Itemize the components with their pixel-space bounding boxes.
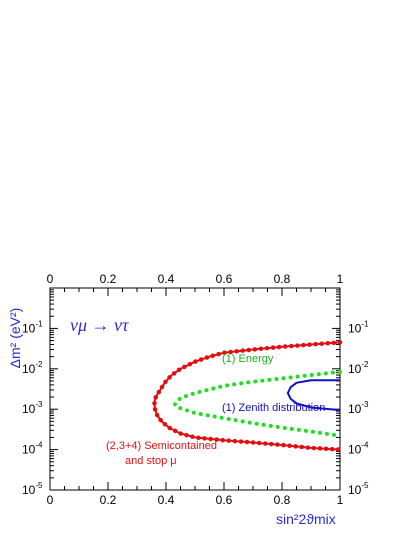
x-tick-label-top: 0.6 [216, 272, 233, 286]
x-tick-label: 0 [47, 493, 54, 507]
semicontained-curve-label-1: (2,3+4) Semicontained [106, 440, 217, 452]
semicontained-curve-label-2: and stop μ [125, 455, 177, 467]
axis-ticks [49, 288, 341, 491]
tick-labels: 0 0 0.2 0.2 0.4 0.4 0.6 0.6 0.8 0.8 1 1 10-5 10-5 10-4… [22, 272, 369, 507]
semicontained-curve-markers [152, 340, 343, 452]
x-tick-label: 0.6 [216, 493, 233, 507]
energy-curve [171, 369, 342, 438]
x-tick-label-top: 0.4 [158, 272, 175, 286]
y-tick-label: 10-5 [22, 481, 43, 497]
y-tick-label-right: 10-1 [348, 319, 369, 335]
zenith-curve-label: (1) Zenith distribution [222, 402, 325, 414]
y-tick-label: 10-2 [22, 360, 43, 376]
y-tick-label-right: 10-2 [348, 360, 369, 376]
x-axis-title: sin²2ϑmix [276, 511, 336, 527]
exclusion-curves [152, 340, 343, 452]
annotations: νμ → ντ (1) Energy (1) Zenith distributi… [70, 315, 325, 467]
y-axis-title: Δm² (eV²) [7, 308, 23, 369]
y-tick-label: 10-4 [22, 441, 43, 457]
y-tick-label-right: 10-4 [348, 441, 369, 457]
y-tick-label: 10-3 [22, 400, 43, 416]
y-tick-label: 10-1 [22, 319, 43, 335]
x-tick-label: 0.2 [100, 493, 117, 507]
x-tick-label: 1 [337, 493, 344, 507]
x-tick-label-top: 1 [337, 272, 344, 286]
zenith-curve [286, 379, 341, 412]
energy-curve-label: (1) Energy [222, 353, 274, 365]
x-tick-label: 0.4 [158, 493, 175, 507]
y-tick-label-right: 10-5 [348, 481, 369, 497]
process-label: νμ → ντ [70, 315, 129, 335]
y-tick-label-right: 10-3 [348, 400, 369, 416]
x-tick-label-top: 0.8 [274, 272, 291, 286]
x-tick-label-top: 0 [47, 272, 54, 286]
x-tick-label-top: 0.2 [100, 272, 117, 286]
x-tick-label: 0.8 [274, 493, 291, 507]
